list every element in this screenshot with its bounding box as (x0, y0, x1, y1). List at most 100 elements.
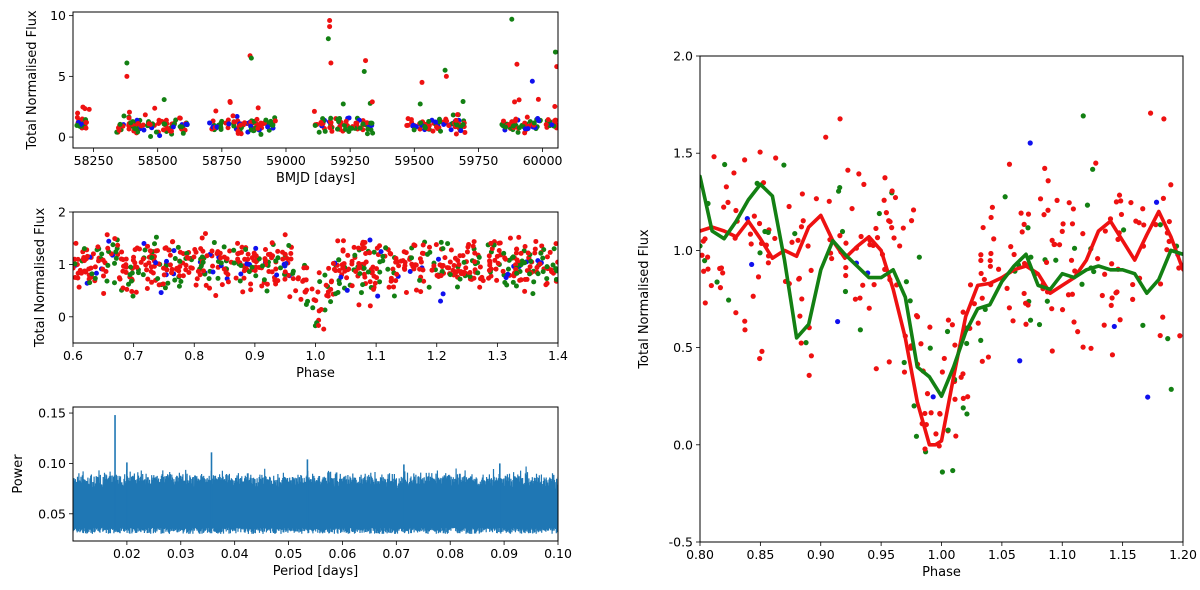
data-point-blue (435, 256, 441, 262)
data-point-red (105, 245, 111, 251)
data-point-green (553, 266, 558, 272)
data-point-green (911, 403, 917, 409)
data-point-blue (141, 240, 147, 246)
data-point-red (169, 239, 175, 245)
data-point-red (1070, 206, 1076, 212)
data-point-red (845, 167, 851, 173)
data-point-red (183, 262, 189, 268)
data-point-green (111, 280, 117, 286)
data-point-red (1042, 165, 1048, 171)
data-point-green (551, 246, 557, 252)
data-point-green (104, 278, 110, 284)
y-tick-label: 2 (58, 205, 66, 220)
data-point-green (81, 246, 87, 252)
data-point-red (1080, 344, 1086, 350)
data-point-red (398, 258, 404, 264)
data-point-red (1108, 302, 1114, 308)
data-point-red (1118, 211, 1125, 218)
data-point-green (161, 97, 167, 103)
data-point-green (510, 254, 516, 260)
data-point-red (160, 281, 166, 287)
data-point-blue (214, 124, 220, 130)
data-point-red (493, 266, 499, 272)
data-point-red (908, 218, 915, 224)
x-tick-label: 59000 (266, 153, 306, 168)
data-point-red (453, 131, 459, 137)
data-point-green (380, 253, 386, 259)
data-point-red (371, 286, 377, 292)
data-point-green (260, 263, 266, 269)
data-point-green (540, 255, 546, 261)
data-point-red (262, 247, 268, 253)
data-point-green (467, 273, 473, 279)
data-point-red (438, 273, 444, 279)
x-tick-label: 1.3 (487, 348, 507, 363)
data-point-red (462, 129, 468, 135)
data-point-red (403, 250, 409, 256)
data-point-red (705, 254, 711, 260)
data-point-blue (441, 121, 447, 127)
data-point-red (922, 446, 928, 452)
data-point-red (500, 268, 506, 274)
data-point-red (367, 250, 373, 256)
data-point-green (89, 271, 95, 277)
panel-folded-wide: 0.6 0.7 0.8 0.9 1.0 1.1 1.2 1.3 1.4 0 1 2 Phase Total… (33, 205, 568, 382)
x-tick-label: 60000 (523, 153, 563, 168)
data-point-red (796, 275, 802, 281)
data-point-red (177, 115, 183, 121)
data-point-red (360, 239, 366, 245)
data-point-green (939, 469, 945, 475)
data-point-green (544, 264, 550, 270)
data-point-red (295, 275, 301, 281)
data-point-red (288, 256, 294, 262)
data-point-red (75, 110, 81, 116)
data-point-red (1037, 196, 1044, 202)
data-point-blue (238, 271, 244, 277)
data-point-red (426, 244, 432, 250)
data-point-red (928, 410, 934, 416)
data-point-red (156, 282, 162, 288)
data-point-blue (367, 237, 373, 243)
data-point-red (1075, 329, 1081, 335)
data-point-red (477, 284, 483, 290)
data-point-red (82, 106, 88, 112)
data-point-red (146, 121, 152, 127)
data-point-red (103, 268, 109, 274)
data-point-red (773, 155, 779, 161)
data-point-red (486, 253, 492, 259)
data-point-blue (749, 261, 755, 268)
data-point-green (328, 115, 334, 121)
data-point-red (1052, 241, 1058, 247)
data-point-red (167, 128, 173, 134)
data-point-red (1093, 160, 1099, 166)
data-point-red (453, 117, 459, 123)
data-point-green (1071, 245, 1078, 251)
data-point-green (417, 101, 423, 107)
data-point-red (1022, 300, 1029, 306)
data-point-red (1056, 242, 1063, 248)
data-point-red (227, 248, 233, 254)
data-point-blue (164, 258, 170, 264)
x-tick-label: 59750 (459, 153, 499, 168)
data-point-red (913, 312, 920, 319)
data-point-green (1120, 227, 1127, 233)
x-tick-label: 0.6 (63, 348, 83, 363)
data-point-red (525, 250, 531, 256)
data-point-red (513, 250, 519, 256)
data-point-red (142, 112, 148, 118)
data-point-green (110, 242, 116, 248)
data-point-red (1004, 285, 1010, 291)
data-point-red (323, 282, 329, 288)
x-tick-label: 1.00 (928, 547, 956, 562)
plot-area (73, 231, 558, 332)
data-point-red (512, 118, 518, 124)
data-point-red (336, 268, 342, 274)
data-point-red (1130, 281, 1136, 288)
data-point-green (531, 120, 537, 126)
data-point-red (342, 268, 348, 274)
data-point-red (161, 272, 167, 278)
data-point-red (259, 283, 265, 289)
data-point-red (345, 252, 351, 258)
data-point-red (195, 268, 201, 274)
data-point-green (528, 258, 534, 264)
